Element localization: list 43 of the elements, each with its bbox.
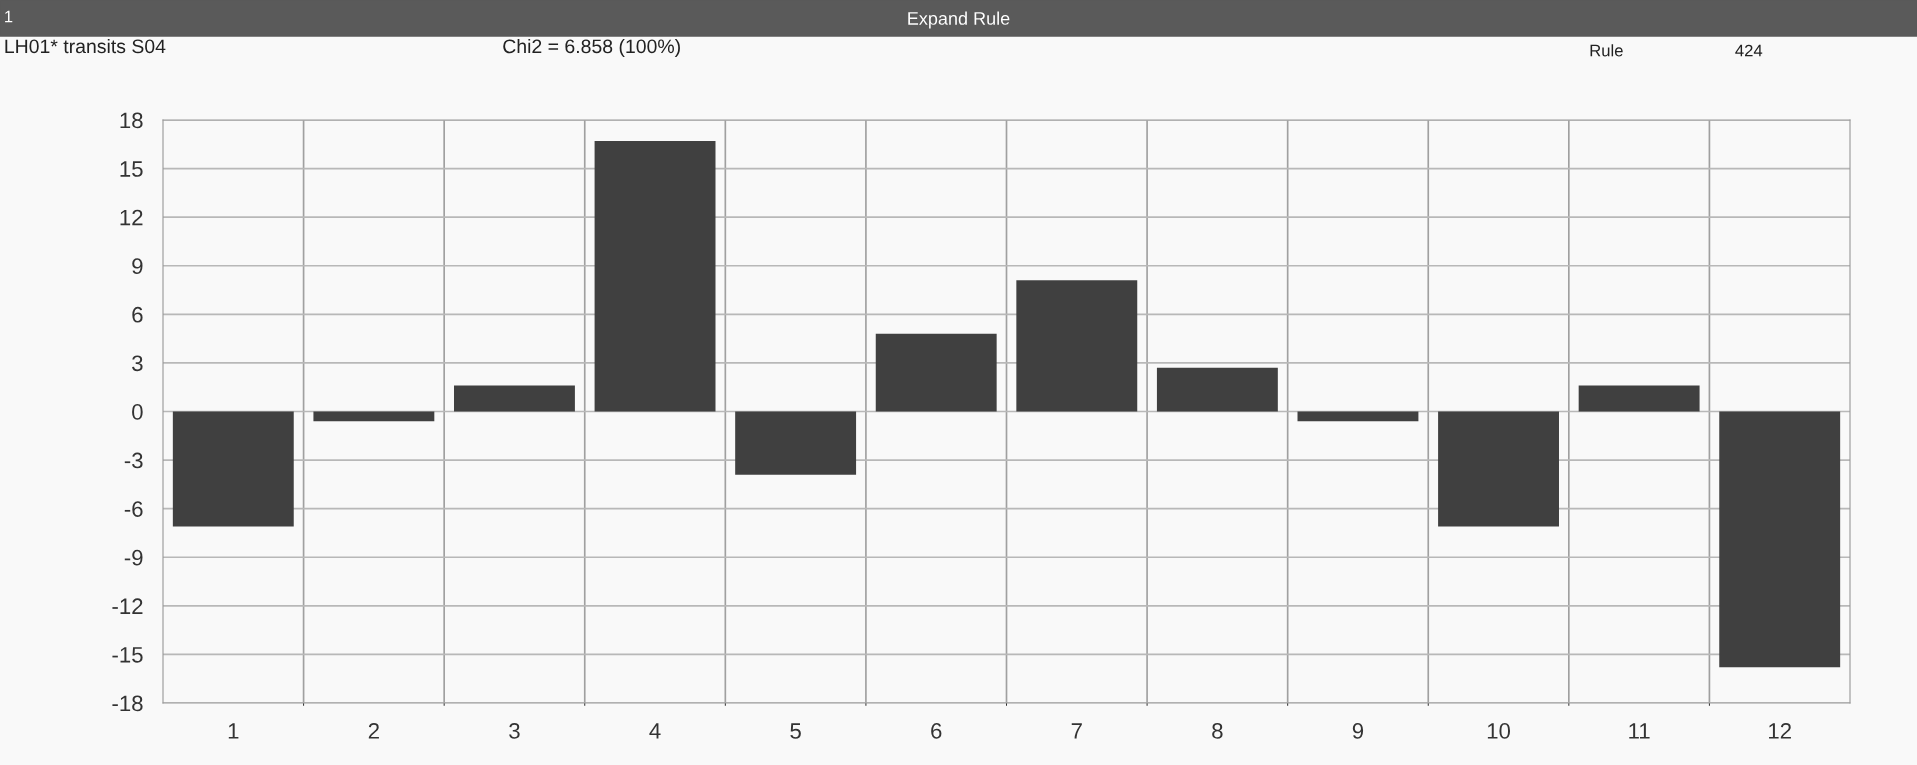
y-tick-label: 6 [132,306,143,323]
bar [735,411,857,475]
y-tick-label: -9 [124,549,143,566]
text: 424 [1735,44,1763,57]
x-tick-label: 4 [649,723,661,739]
bar [454,385,575,412]
y-tick-label: -18 [112,695,143,712]
bar [1438,411,1559,527]
bar [172,411,294,527]
x-tick-label: 7 [1071,723,1082,739]
y-tick-label: 0 [132,404,143,420]
bar [875,333,997,412]
y-tick-label: 15 [120,161,143,177]
y-tick-label: -3 [124,452,143,469]
text: 1 [5,10,13,23]
text: Chi2 = 6.858 (100%) [503,38,680,58]
text: LH01* transits S04 [5,38,166,54]
x-tick-label: 9 [1352,723,1364,739]
x-tick-label: 2 [368,723,379,739]
x-tick-label: 5 [790,723,801,739]
y-tick-label: 12 [120,209,143,226]
x-tick-label: 10 [1487,723,1511,739]
x-tick-label: 11 [1629,723,1650,739]
x-tick-label: 6 [931,723,942,739]
chart-title: Expand Rule [908,11,1010,29]
bar [1719,411,1841,668]
bar [1297,411,1419,422]
y-tick-label: 18 [120,112,143,129]
bar [1578,385,1700,412]
bar [313,411,435,422]
bar [1156,367,1278,412]
y-tick-label: 9 [132,258,143,275]
y-tick-label: -6 [124,501,143,517]
text: Rule [1590,44,1623,57]
x-tick-label: 1 [228,723,239,739]
x-tick-label: 8 [1212,723,1223,739]
x-tick-label: 3 [509,723,520,739]
bar [1016,280,1138,412]
y-tick-label: -15 [112,647,143,663]
bar [594,141,716,412]
y-tick-label: -12 [112,598,143,614]
x-tick-label: 12 [1769,723,1791,739]
y-tick-label: 3 [132,355,143,372]
